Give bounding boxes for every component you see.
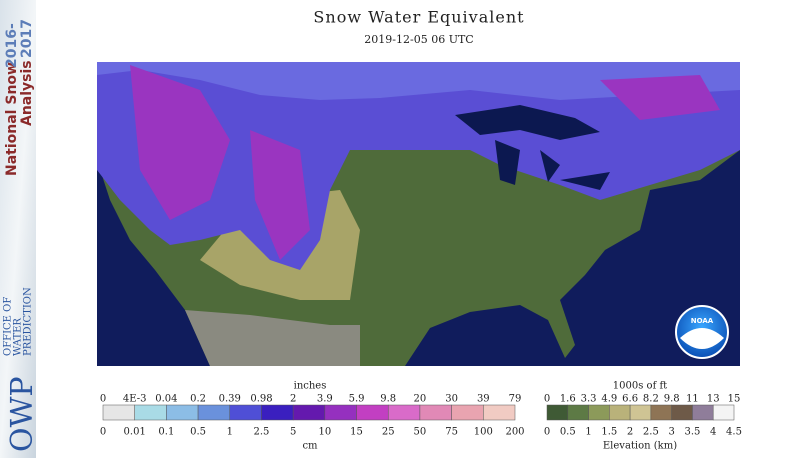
- legend-label: 8.2: [643, 394, 659, 405]
- land-outside: [185, 310, 360, 366]
- legend-swatch: [629, 404, 652, 421]
- legend-label: 4.9: [601, 394, 617, 405]
- legend-label: 4: [710, 427, 716, 438]
- legend-label: 5: [290, 427, 296, 438]
- noaa-logo-bird: [680, 328, 724, 349]
- legend-swatch: [451, 404, 484, 421]
- legend-unit: 1000s of ft: [613, 381, 667, 392]
- legend-label: 15: [350, 427, 363, 438]
- legend-label: 3.3: [581, 394, 597, 405]
- legend-swatch: [292, 404, 326, 421]
- office-line: WATER: [13, 318, 24, 356]
- snow-cover: [97, 62, 740, 270]
- legend-label: 11: [686, 394, 699, 405]
- subtitle: 2019-12-05 06 UTC: [364, 33, 473, 46]
- legend-label: 2: [627, 427, 633, 438]
- legend-swatch: [356, 404, 389, 421]
- legend-label: 5.9: [349, 394, 365, 405]
- legend-label: 79: [509, 394, 522, 405]
- snow-deep: [130, 65, 720, 260]
- snow-light: [97, 62, 740, 100]
- office-name: OFFICE OF WATER PREDICTION: [3, 287, 34, 356]
- title: Snow Water Equivalent: [313, 8, 524, 27]
- legend-swatch: [650, 404, 672, 421]
- legend-swatch: [419, 404, 452, 421]
- legend-swatch: [546, 404, 569, 421]
- office-line: OFFICE OF: [3, 297, 14, 356]
- office-logo: OWP: [5, 376, 40, 452]
- legend-label: 3: [668, 427, 674, 438]
- legend-label: 30: [445, 394, 458, 405]
- legend-label: 0: [100, 427, 106, 438]
- legend-label: 4.5: [726, 427, 742, 438]
- legend-label: 25: [382, 427, 395, 438]
- legend-unit: cm: [302, 441, 318, 452]
- legend-label: 0.98: [250, 394, 272, 405]
- legend-swatch: [692, 404, 714, 421]
- legend-label: 0.5: [190, 427, 206, 438]
- legend-unit: Elevation (km): [603, 441, 677, 452]
- legend-swatch: [102, 404, 135, 421]
- legend-unit: inches: [294, 381, 327, 392]
- legend-swatch: [567, 404, 589, 421]
- legend-label: 0.1: [158, 427, 174, 438]
- legend-label: 0.01: [124, 427, 146, 438]
- legend-swatch: [197, 404, 231, 421]
- legend-swatch: [588, 404, 610, 421]
- legend: inches cm 1000s of ft Elevation (km) 0 4E…: [100, 381, 742, 452]
- legend-label: 100: [474, 427, 493, 438]
- product-year: 2016-: [4, 23, 20, 68]
- legend-label: 9.8: [664, 394, 680, 405]
- legend-label: 10: [318, 427, 331, 438]
- map: NOAA: [97, 62, 740, 366]
- legend-swatch: [324, 404, 357, 421]
- legend-label: 3.5: [684, 427, 700, 438]
- legend-label: 9.8: [380, 394, 396, 405]
- legend-swatch: [483, 404, 516, 421]
- office-line: PREDICTION: [23, 287, 34, 356]
- legend-label: 2: [290, 394, 296, 405]
- great-lakes: [455, 105, 610, 190]
- legend-label: 200: [505, 427, 524, 438]
- legend-label: 6.6: [622, 394, 638, 405]
- legend-label: 0: [544, 394, 550, 405]
- legend-label: 0: [100, 394, 106, 405]
- legend-label: 75: [445, 427, 458, 438]
- legend-swatch: [166, 404, 199, 421]
- product-year: 2017: [19, 19, 35, 58]
- legend-label: 0.2: [190, 394, 206, 405]
- legend-label: 15: [728, 394, 741, 405]
- legend-label: 20: [414, 394, 427, 405]
- legend-label: 3.9: [317, 394, 333, 405]
- legend-label: 39: [477, 394, 490, 405]
- legend-label: 1.5: [601, 427, 617, 438]
- legend-label: 13: [707, 394, 720, 405]
- legend-label: 2.5: [254, 427, 270, 438]
- legend-label: 0: [544, 427, 550, 438]
- legend-label: 0.5: [560, 427, 576, 438]
- legend-label: 2.5: [643, 427, 659, 438]
- legend-swatch: [134, 404, 167, 421]
- legend-label: 0.39: [219, 394, 241, 405]
- legend-swatch: [261, 404, 294, 421]
- legend-label: 0.04: [155, 394, 177, 405]
- legend-swatch: [387, 404, 421, 421]
- legend-label: 1: [585, 427, 591, 438]
- legend-swatch: [712, 404, 735, 421]
- legend-swatch: [671, 404, 693, 421]
- legend-label: 1: [227, 427, 233, 438]
- sidebar: [0, 0, 36, 458]
- product-line: National Snow: [4, 62, 20, 176]
- legend-label: 50: [414, 427, 427, 438]
- product-name: National Snow 2016- Analysis 2017: [4, 19, 35, 176]
- legend-label: 4E-3: [123, 394, 147, 405]
- noaa-logo-text: NOAA: [691, 317, 714, 325]
- product-line: Analysis: [19, 60, 35, 126]
- legend-swatch: [609, 404, 631, 421]
- legend-swatch: [229, 404, 262, 421]
- legend-label: 1.6: [560, 394, 576, 405]
